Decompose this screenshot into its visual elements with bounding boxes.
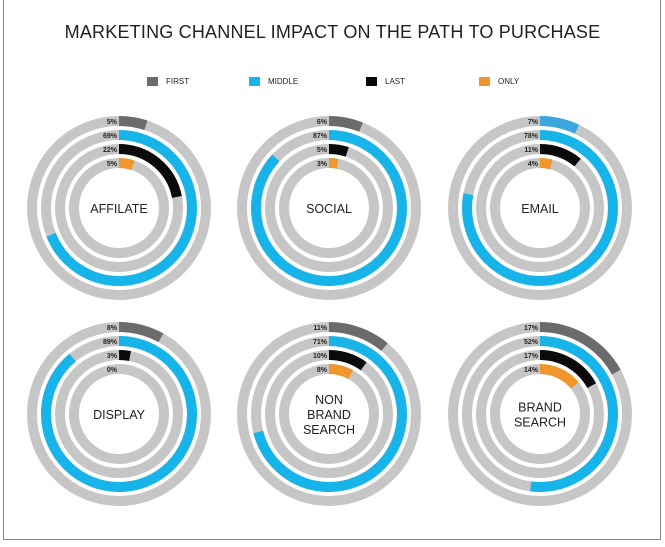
ring-bar-middle: [251, 336, 407, 492]
data-label: 71%: [313, 339, 328, 346]
ring-bar-first: [237, 116, 421, 300]
chart-title: MARKETING CHANNEL IMPACT ON THE PATH TO …: [64, 22, 601, 42]
data-label: 6%: [317, 119, 328, 126]
radial-chart-affilate: 5% 69% 22% 5% AFFILATE: [27, 116, 211, 300]
channel-label: SEARCH: [303, 423, 355, 437]
data-label: 5%: [317, 147, 328, 154]
ring-track: [69, 364, 169, 464]
ring-bar-first: [27, 116, 211, 300]
data-label: 0%: [107, 367, 118, 374]
ring-bar-middle: [462, 130, 618, 286]
data-label: 11%: [313, 325, 327, 332]
channel-label: SOCIAL: [306, 202, 352, 216]
legend-label: MIDDLE: [268, 77, 299, 86]
legend-label: FIRST: [166, 77, 190, 86]
legend-label: LAST: [385, 77, 406, 86]
ring-bar-last: [265, 350, 393, 478]
ring-bar-first: [448, 322, 632, 506]
legend-item-only: ONLY: [479, 77, 519, 86]
channel-label: AFFILATE: [90, 202, 147, 216]
data-label: 17%: [524, 353, 539, 360]
data-label: 14%: [524, 367, 539, 374]
ring-bar-last: [55, 144, 183, 272]
ring-bar-middle: [41, 130, 197, 286]
data-label: 87%: [313, 133, 328, 140]
channel-label: BRAND: [307, 408, 351, 422]
radial-chart-email: 7% 78% 11% 4% EMAIL: [448, 116, 632, 300]
data-label: 4%: [528, 161, 539, 168]
data-label: 78%: [524, 133, 539, 140]
channel-label: DISPLAY: [93, 408, 146, 422]
legend-item-first: FIRST: [147, 77, 189, 86]
data-label: 7%: [528, 119, 539, 126]
data-label: 3%: [317, 161, 328, 168]
ring-bar-first: [448, 116, 632, 300]
data-label: 69%: [103, 133, 118, 140]
ring-bar-only: [490, 364, 590, 464]
legend-swatch-only: [479, 77, 490, 86]
channel-label: SEARCH: [514, 416, 566, 430]
ring-bar-last: [476, 350, 604, 478]
legend-label: ONLY: [498, 77, 520, 86]
ring-bar-first: [27, 322, 211, 506]
channel-label: BRAND: [518, 401, 562, 415]
data-label: 5%: [107, 119, 118, 126]
data-label: 52%: [524, 339, 539, 346]
ring-bar-middle: [462, 336, 618, 492]
legend-swatch-last: [366, 77, 377, 86]
radial-chart-social: 6% 87% 5% 3% SOCIAL: [237, 116, 421, 300]
ring-bar-last: [55, 350, 183, 478]
data-label: 8%: [107, 325, 118, 332]
legend-swatch-middle: [249, 77, 260, 86]
ring-bar-middle: [251, 130, 407, 286]
ring-bar-middle: [41, 336, 197, 492]
ring-bar-only: [279, 158, 379, 258]
legend: FIRST MIDDLE LAST ONLY: [0, 77, 665, 91]
legend-swatch-first: [147, 77, 158, 86]
data-label: 8%: [317, 367, 328, 374]
ring-bar-only: [490, 158, 590, 258]
ring-bar-only: [69, 158, 169, 258]
data-label: 22%: [103, 147, 118, 154]
ring-bar-last: [476, 144, 604, 272]
ring-bar-first: [237, 322, 421, 506]
data-label: 89%: [103, 339, 118, 346]
data-label: 11%: [524, 147, 538, 154]
channel-label: NON: [315, 393, 343, 407]
legend-item-middle: MIDDLE: [249, 77, 298, 86]
data-label: 5%: [107, 161, 118, 168]
ring-bar-last: [265, 144, 393, 272]
ring-bar-only: [279, 364, 379, 464]
data-label: 10%: [313, 353, 328, 360]
channel-label: EMAIL: [521, 202, 559, 216]
data-label: 17%: [524, 325, 539, 332]
data-label: 3%: [107, 353, 118, 360]
legend-item-last: LAST: [366, 77, 405, 86]
radial-chart-display: 8% 89% 3% 0% DISPLAY: [27, 322, 211, 506]
